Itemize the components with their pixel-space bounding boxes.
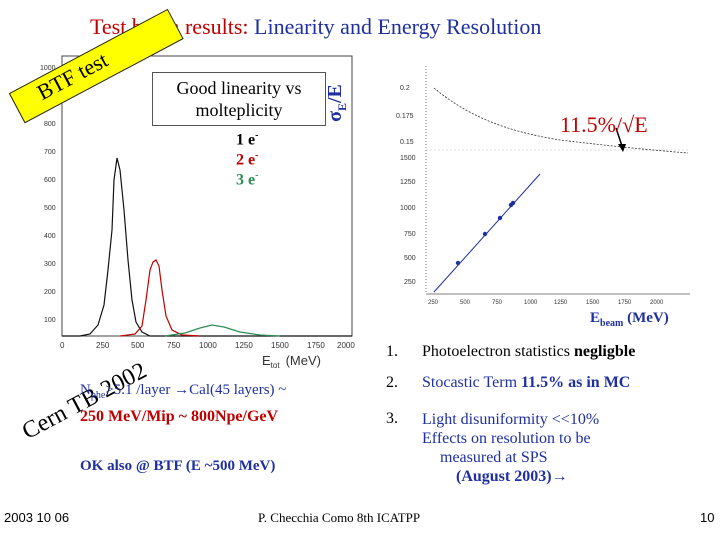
list-num-2: 2. [386, 374, 398, 391]
resolution-plot: 0.2 0.175 0.15 1500 1250 1000 750 500 25… [396, 66, 690, 306]
data-point [510, 200, 516, 206]
y-tick: 500 [404, 255, 416, 262]
linearity-fit-line [433, 173, 541, 293]
nphe-text: Nphe>5.1 /layer →Cal(45 layers) ~ [80, 382, 287, 401]
x-tick: 750 [492, 300, 503, 306]
res-xlabel: Ebeam (MeV) [590, 310, 669, 329]
title-part2: Linearity and Energy Resolution [254, 14, 542, 39]
x-tick: 2000 [337, 341, 355, 350]
footer-center: P. Checchia Como 8th ICATPP [258, 510, 421, 525]
y-tick: 0.175 [396, 113, 414, 120]
linearity-note: Good linearity vs molteplicity [152, 72, 326, 126]
cern-ribbon: Cern TB 2002 [18, 356, 158, 452]
resolution-fit-curve [433, 87, 689, 154]
x-tick: 0 [60, 341, 65, 350]
x-tick: 1250 [554, 300, 568, 306]
fit-arrow [615, 127, 623, 147]
y-tick: 300 [44, 261, 56, 268]
y-tick: 0.2 [400, 85, 410, 92]
label-1e: 1 e- [236, 130, 259, 149]
histogram-xlabel: Etot (MeV) [262, 353, 321, 370]
x-tick: 1500 [586, 300, 600, 306]
y-tick: 700 [44, 149, 56, 156]
x-tick: 1500 [271, 341, 289, 350]
y-tick: 200 [44, 289, 56, 296]
footer-page-number: 10 [700, 510, 715, 525]
fit-arrow-head [618, 144, 626, 152]
x-tick: 1250 [235, 341, 253, 350]
cern-ribbon-text: Cern TB 2002 [18, 357, 152, 445]
energy-histogram: 1000 900 800 700 600 500 400 300 200 100… [40, 55, 355, 370]
linearity-points [455, 200, 516, 266]
y-tick: 500 [44, 205, 56, 212]
ok-btf-text: OK also @ BTF (E ~500 MeV) [80, 458, 276, 474]
x-tick: 1750 [307, 341, 325, 350]
resolution-fit-label: 11.5%/√E [560, 112, 648, 137]
linearity-line1: Good linearity vs [176, 78, 302, 98]
data-point [482, 231, 488, 237]
res-xaxis: 250 500 750 1000 1250 1500 1750 2000 [428, 300, 664, 306]
y-tick: 250 [404, 279, 416, 286]
y-tick: 0.15 [400, 139, 414, 146]
x-tick: 1000 [524, 300, 538, 306]
footer-date: 2003 10 06 [4, 510, 70, 525]
data-point [455, 260, 461, 266]
linearity-line2: molteplicity [195, 100, 283, 120]
x-tick: 500 [460, 300, 471, 306]
x-tick: 1750 [618, 300, 632, 306]
y-tick: 400 [44, 233, 56, 240]
list-num-3: 3. [386, 410, 398, 427]
y-tick: 750 [404, 231, 416, 238]
x-tick: 250 [96, 341, 110, 350]
y-tick: 1500 [400, 155, 416, 162]
y-tick: 600 [44, 177, 56, 184]
y-tick: 1250 [400, 179, 416, 186]
data-point [497, 215, 503, 221]
histogram-1e-peak [62, 157, 352, 337]
x-tick: 250 [428, 300, 439, 306]
histogram-2e-peak [119, 259, 201, 337]
label-2e: 2 e- [236, 150, 259, 169]
list-item-2: Stocastic Term 11.5% as in MC [422, 374, 631, 391]
list-num-1: 1. [386, 343, 398, 360]
mip-text: 250 MeV/Mip ~ 800Npe/GeV [80, 408, 279, 425]
label-3e: 3 e- [236, 170, 259, 189]
x-tick: 500 [131, 341, 145, 350]
histogram-xaxis: 0 250 500 750 1000 1250 1500 1750 2000 [60, 341, 355, 350]
x-tick: 2000 [650, 300, 664, 306]
y-tick: 1000 [400, 205, 416, 212]
list-item-3: Light disuniformity <<10% Effects on res… [422, 411, 600, 485]
x-tick: 750 [167, 341, 181, 350]
y-tick: 800 [44, 121, 56, 128]
list-item-1: Photoelectron statistics negligble [422, 343, 636, 360]
x-tick: 1000 [199, 341, 217, 350]
y-tick: 1000 [40, 65, 56, 72]
y-tick: 100 [44, 317, 56, 324]
histogram-3e-peak [164, 324, 281, 337]
res-yaxis: 0.2 0.175 0.15 1500 1250 1000 750 500 25… [396, 85, 416, 286]
